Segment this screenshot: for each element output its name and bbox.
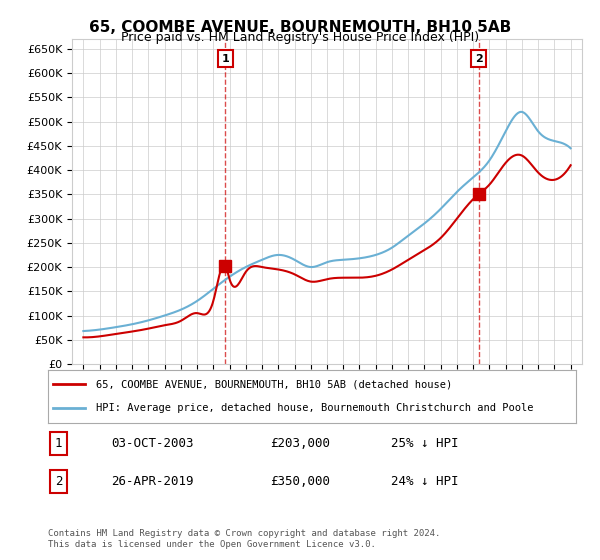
Text: 1: 1 [221, 54, 229, 64]
Text: 65, COOMBE AVENUE, BOURNEMOUTH, BH10 5AB (detached house): 65, COOMBE AVENUE, BOURNEMOUTH, BH10 5AB… [95, 380, 452, 390]
Text: HPI: Average price, detached house, Bournemouth Christchurch and Poole: HPI: Average price, detached house, Bour… [95, 403, 533, 413]
Text: 2: 2 [55, 475, 62, 488]
Text: 2: 2 [475, 54, 482, 64]
Text: 03-OCT-2003: 03-OCT-2003 [112, 437, 194, 450]
Text: 26-APR-2019: 26-APR-2019 [112, 475, 194, 488]
Text: £350,000: £350,000 [270, 475, 330, 488]
Text: Price paid vs. HM Land Registry's House Price Index (HPI): Price paid vs. HM Land Registry's House … [121, 31, 479, 44]
Text: 25% ↓ HPI: 25% ↓ HPI [391, 437, 459, 450]
Text: Contains HM Land Registry data © Crown copyright and database right 2024.
This d: Contains HM Land Registry data © Crown c… [48, 529, 440, 549]
Text: 1: 1 [55, 437, 62, 450]
Text: 24% ↓ HPI: 24% ↓ HPI [391, 475, 459, 488]
Text: 65, COOMBE AVENUE, BOURNEMOUTH, BH10 5AB: 65, COOMBE AVENUE, BOURNEMOUTH, BH10 5AB [89, 20, 511, 35]
Text: £203,000: £203,000 [270, 437, 330, 450]
